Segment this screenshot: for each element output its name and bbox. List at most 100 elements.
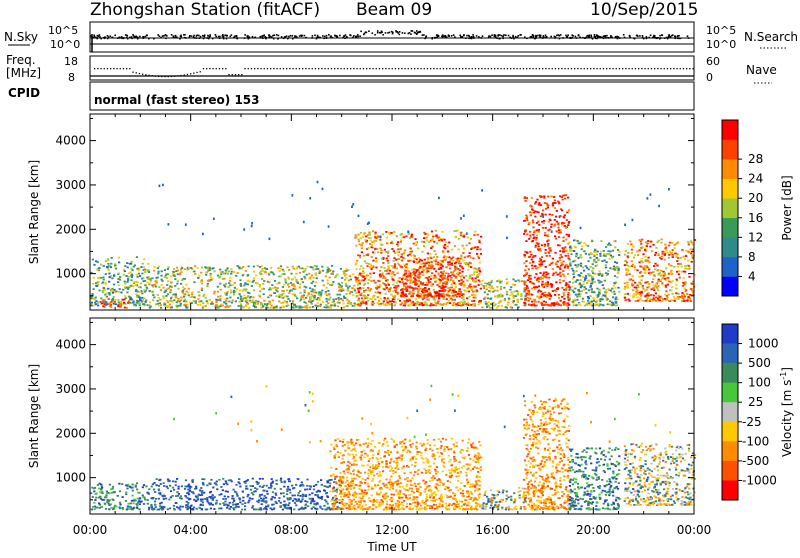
scatter-cell (385, 293, 387, 295)
scatter-cell (118, 302, 120, 304)
scatter-cell (410, 236, 412, 238)
scatter-cell (658, 295, 660, 297)
scatter-cell (615, 301, 617, 303)
nsky-point (404, 32, 406, 34)
scatter-cell (243, 306, 245, 308)
nsky-point (442, 34, 444, 36)
scatter-cell (141, 278, 143, 280)
scatter-cell (658, 205, 660, 208)
scatter-cell (591, 283, 593, 285)
scatter-cell (442, 279, 444, 281)
nave-point (529, 68, 530, 69)
scatter-cell (602, 304, 604, 306)
scatter-cell (365, 296, 367, 298)
scatter-cell (423, 245, 425, 247)
nave-point (196, 72, 197, 73)
scatter-cell (111, 290, 113, 292)
scatter-cell (247, 496, 249, 498)
nave-point (158, 76, 159, 77)
scatter-cell (234, 282, 236, 284)
scatter-cell (679, 296, 681, 298)
scatter-cell (603, 287, 605, 289)
scatter-cell (164, 276, 166, 278)
scatter-cell (95, 497, 97, 499)
scatter-cell (137, 498, 139, 500)
nave-point (430, 68, 431, 69)
scatter-cell (333, 301, 335, 303)
scatter-cell (230, 292, 232, 294)
scatter-cell (158, 305, 160, 307)
scatter-cell (584, 286, 586, 288)
scatter-cell (516, 299, 518, 301)
nave-point (257, 68, 258, 69)
scatter-cell (523, 291, 525, 293)
scatter-cell (417, 290, 419, 292)
nsky-point (554, 36, 556, 38)
scatter-cell (312, 281, 314, 283)
scatter-cell (433, 256, 435, 258)
nave-point (353, 68, 354, 69)
scatter-cell (541, 283, 543, 285)
scatter-cell (597, 251, 599, 253)
nsky-point (324, 36, 326, 38)
scatter-cell (457, 293, 459, 295)
scatter-cell (632, 289, 634, 291)
scatter-cell (538, 231, 540, 233)
nsky-point (159, 35, 161, 37)
scatter-cell (137, 502, 139, 504)
scatter-cell (540, 291, 542, 293)
nave-point (628, 68, 629, 69)
scatter-cell (404, 282, 406, 284)
scatter-cell (626, 284, 628, 286)
nave-point (440, 68, 441, 69)
scatter-cell (394, 295, 396, 297)
scatter-cell (524, 269, 526, 271)
scatter-cell (174, 285, 176, 287)
scatter-cell (669, 251, 671, 253)
scatter-cell (447, 287, 449, 289)
nave-point (142, 74, 143, 75)
scatter-cell (320, 304, 322, 306)
scatter-cell (668, 273, 670, 275)
nsky-point (317, 35, 319, 37)
scatter-cell (559, 259, 561, 261)
scatter-cell (186, 304, 188, 306)
scatter-cell (446, 256, 448, 258)
scatter-cell (574, 288, 576, 290)
scatter-cell (448, 290, 450, 292)
nsky-point (273, 38, 275, 40)
scatter-cell (407, 305, 409, 307)
nsky-point (288, 36, 290, 38)
scatter-cell (560, 265, 562, 267)
nsky-point (481, 37, 483, 39)
scatter-cell (648, 257, 650, 259)
scatter-cell (535, 301, 537, 303)
scatter-cell (427, 293, 429, 295)
nave-point (408, 68, 409, 69)
scatter-cell (156, 282, 158, 284)
scatter-cell (327, 283, 329, 285)
scatter-cell (634, 254, 636, 256)
nave-point (238, 74, 239, 75)
scatter-cell (287, 266, 289, 268)
nave-point (424, 68, 425, 69)
scatter-cell (284, 301, 286, 303)
scatter-cell (380, 285, 382, 287)
scatter-cell (535, 246, 537, 248)
scatter-cell (668, 281, 670, 283)
scatter-cell (563, 240, 565, 242)
scatter-cell (281, 273, 283, 275)
scatter-cell (563, 261, 565, 263)
scatter-cell (423, 241, 425, 243)
scatter-cell (601, 273, 603, 275)
scatter-cell (473, 268, 475, 270)
nsky-point (234, 35, 236, 37)
scatter-cell (108, 292, 110, 294)
scatter-cell (312, 306, 314, 308)
scatter-cell (449, 261, 451, 263)
scatter-cell (111, 257, 113, 259)
nsky-series (90, 30, 694, 52)
scatter-cell (360, 237, 362, 239)
nave-point (260, 68, 261, 69)
scatter-cell (677, 293, 679, 295)
